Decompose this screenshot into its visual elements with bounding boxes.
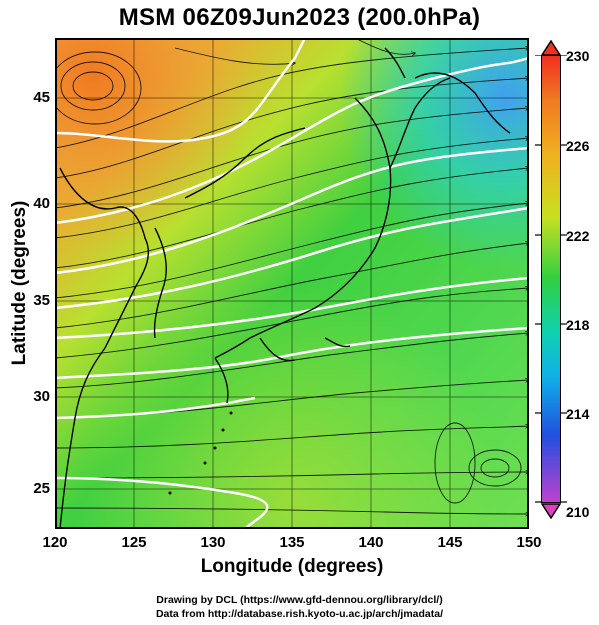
y-tick-label: 25 [33,480,50,497]
islands [168,411,233,495]
x-tick-label: 120 [42,534,68,551]
y-tick-label: 35 [33,292,50,309]
credit-data: Data from http://database.rish.kyoto-u.a… [155,608,444,620]
colorbar-tick-label: 210 [566,504,590,520]
y-tick-label: 40 [33,195,50,212]
colorbar-tick-label: 226 [566,138,590,154]
colorbar-tick-label: 230 [566,48,590,64]
colorbar-top-arrow [541,40,561,56]
x-tick-label: 145 [437,534,463,551]
colorbar-bottom-arrow [541,503,561,519]
isotach-contours [55,38,529,529]
coastlines [59,47,511,529]
y-tick-label: 30 [33,388,50,405]
x-tick-label: 140 [358,534,384,551]
colorbar-tick-label: 218 [566,317,590,333]
wind-streamlines [55,38,529,514]
colorbar [541,55,561,503]
x-tick-label: 125 [121,534,147,551]
colorbar-tick-label: 214 [566,406,590,422]
y-axis-label: Latitude (degrees) [9,200,30,366]
x-axis-label: Longitude (degrees) [200,556,384,577]
map-plot-area [55,38,529,529]
y-tick-label: 45 [33,89,50,106]
colorbar-ticks [535,55,567,503]
x-tick-label: 135 [279,534,305,551]
map-title: MSM 06Z09Jun2023 (200.0hPa) [118,4,481,31]
credit-drawing: Drawing by DCL (https://www.gfd-dennou.o… [156,594,443,606]
x-tick-label: 150 [516,534,542,551]
x-tick-label: 130 [200,534,226,551]
colorbar-tick-label: 222 [566,228,590,244]
